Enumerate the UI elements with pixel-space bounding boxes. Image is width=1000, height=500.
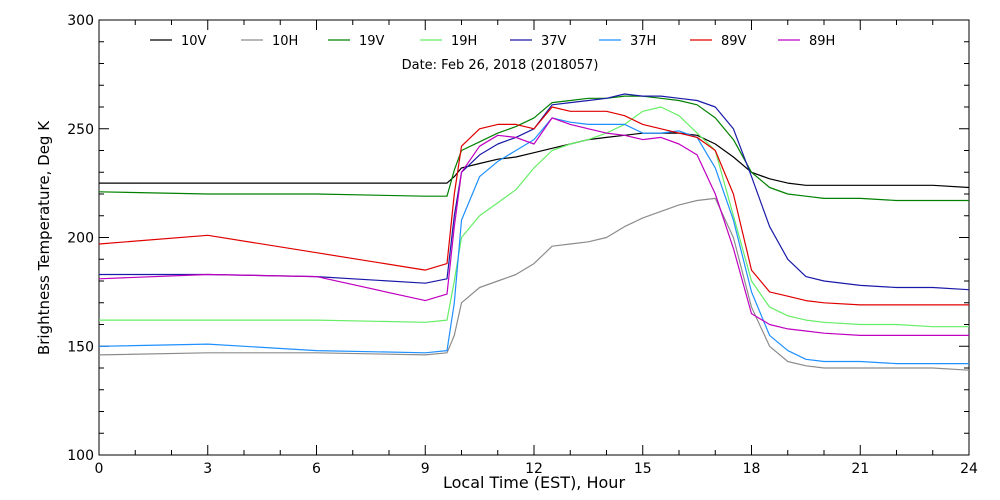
x-tick-label: 3 xyxy=(203,461,212,477)
x-tick-label: 21 xyxy=(851,461,869,477)
x-tick-label: 12 xyxy=(525,461,543,477)
legend-label-37h: 37H xyxy=(630,34,656,49)
series-line-10v xyxy=(99,132,970,189)
legend-label-10h: 10H xyxy=(272,34,298,49)
axis-ticks xyxy=(98,19,970,456)
series-line-37v xyxy=(99,93,970,291)
plot-frame xyxy=(98,19,970,456)
x-axis-label: Local Time (EST), Hour xyxy=(443,473,625,492)
axis-tick-labels: 0 3 6 9 12 15 18 21 24 100 150 200 250 300 xyxy=(67,13,978,477)
x-tick-label: 9 xyxy=(421,461,430,477)
x-tick-label: 18 xyxy=(743,461,761,477)
series-line-19v xyxy=(98,95,969,202)
y-axis-label: Brightness Temperature, Deg K xyxy=(35,120,53,355)
series-line-10h xyxy=(98,197,970,371)
legend: 10V 10H 19V 19H 37V 37H 89V 89H xyxy=(150,34,835,49)
legend-label-10v: 10V xyxy=(181,34,207,49)
legend-label-89v: 89V xyxy=(721,34,747,49)
x-tick-label: 15 xyxy=(634,461,652,477)
series-line-89h xyxy=(98,117,969,336)
chart-title: Date: Feb 26, 2018 (2018057) xyxy=(402,58,599,73)
series-line-89v xyxy=(98,106,969,306)
series-lines xyxy=(98,93,970,371)
legend-label-37v: 37V xyxy=(541,34,567,49)
x-tick-label: 0 xyxy=(95,461,104,477)
legend-label-19h: 19H xyxy=(451,34,477,49)
y-tick-label: 300 xyxy=(67,13,94,29)
y-tick-label: 150 xyxy=(67,339,94,355)
series-line-37h xyxy=(98,117,969,365)
legend-label-19v: 19V xyxy=(359,34,385,49)
x-tick-label: 6 xyxy=(312,461,321,477)
y-tick-label: 250 xyxy=(67,122,94,138)
y-tick-label: 100 xyxy=(67,448,94,464)
y-tick-label: 200 xyxy=(67,231,94,247)
legend-label-89h: 89H xyxy=(809,34,835,49)
x-tick-label: 24 xyxy=(960,461,978,477)
